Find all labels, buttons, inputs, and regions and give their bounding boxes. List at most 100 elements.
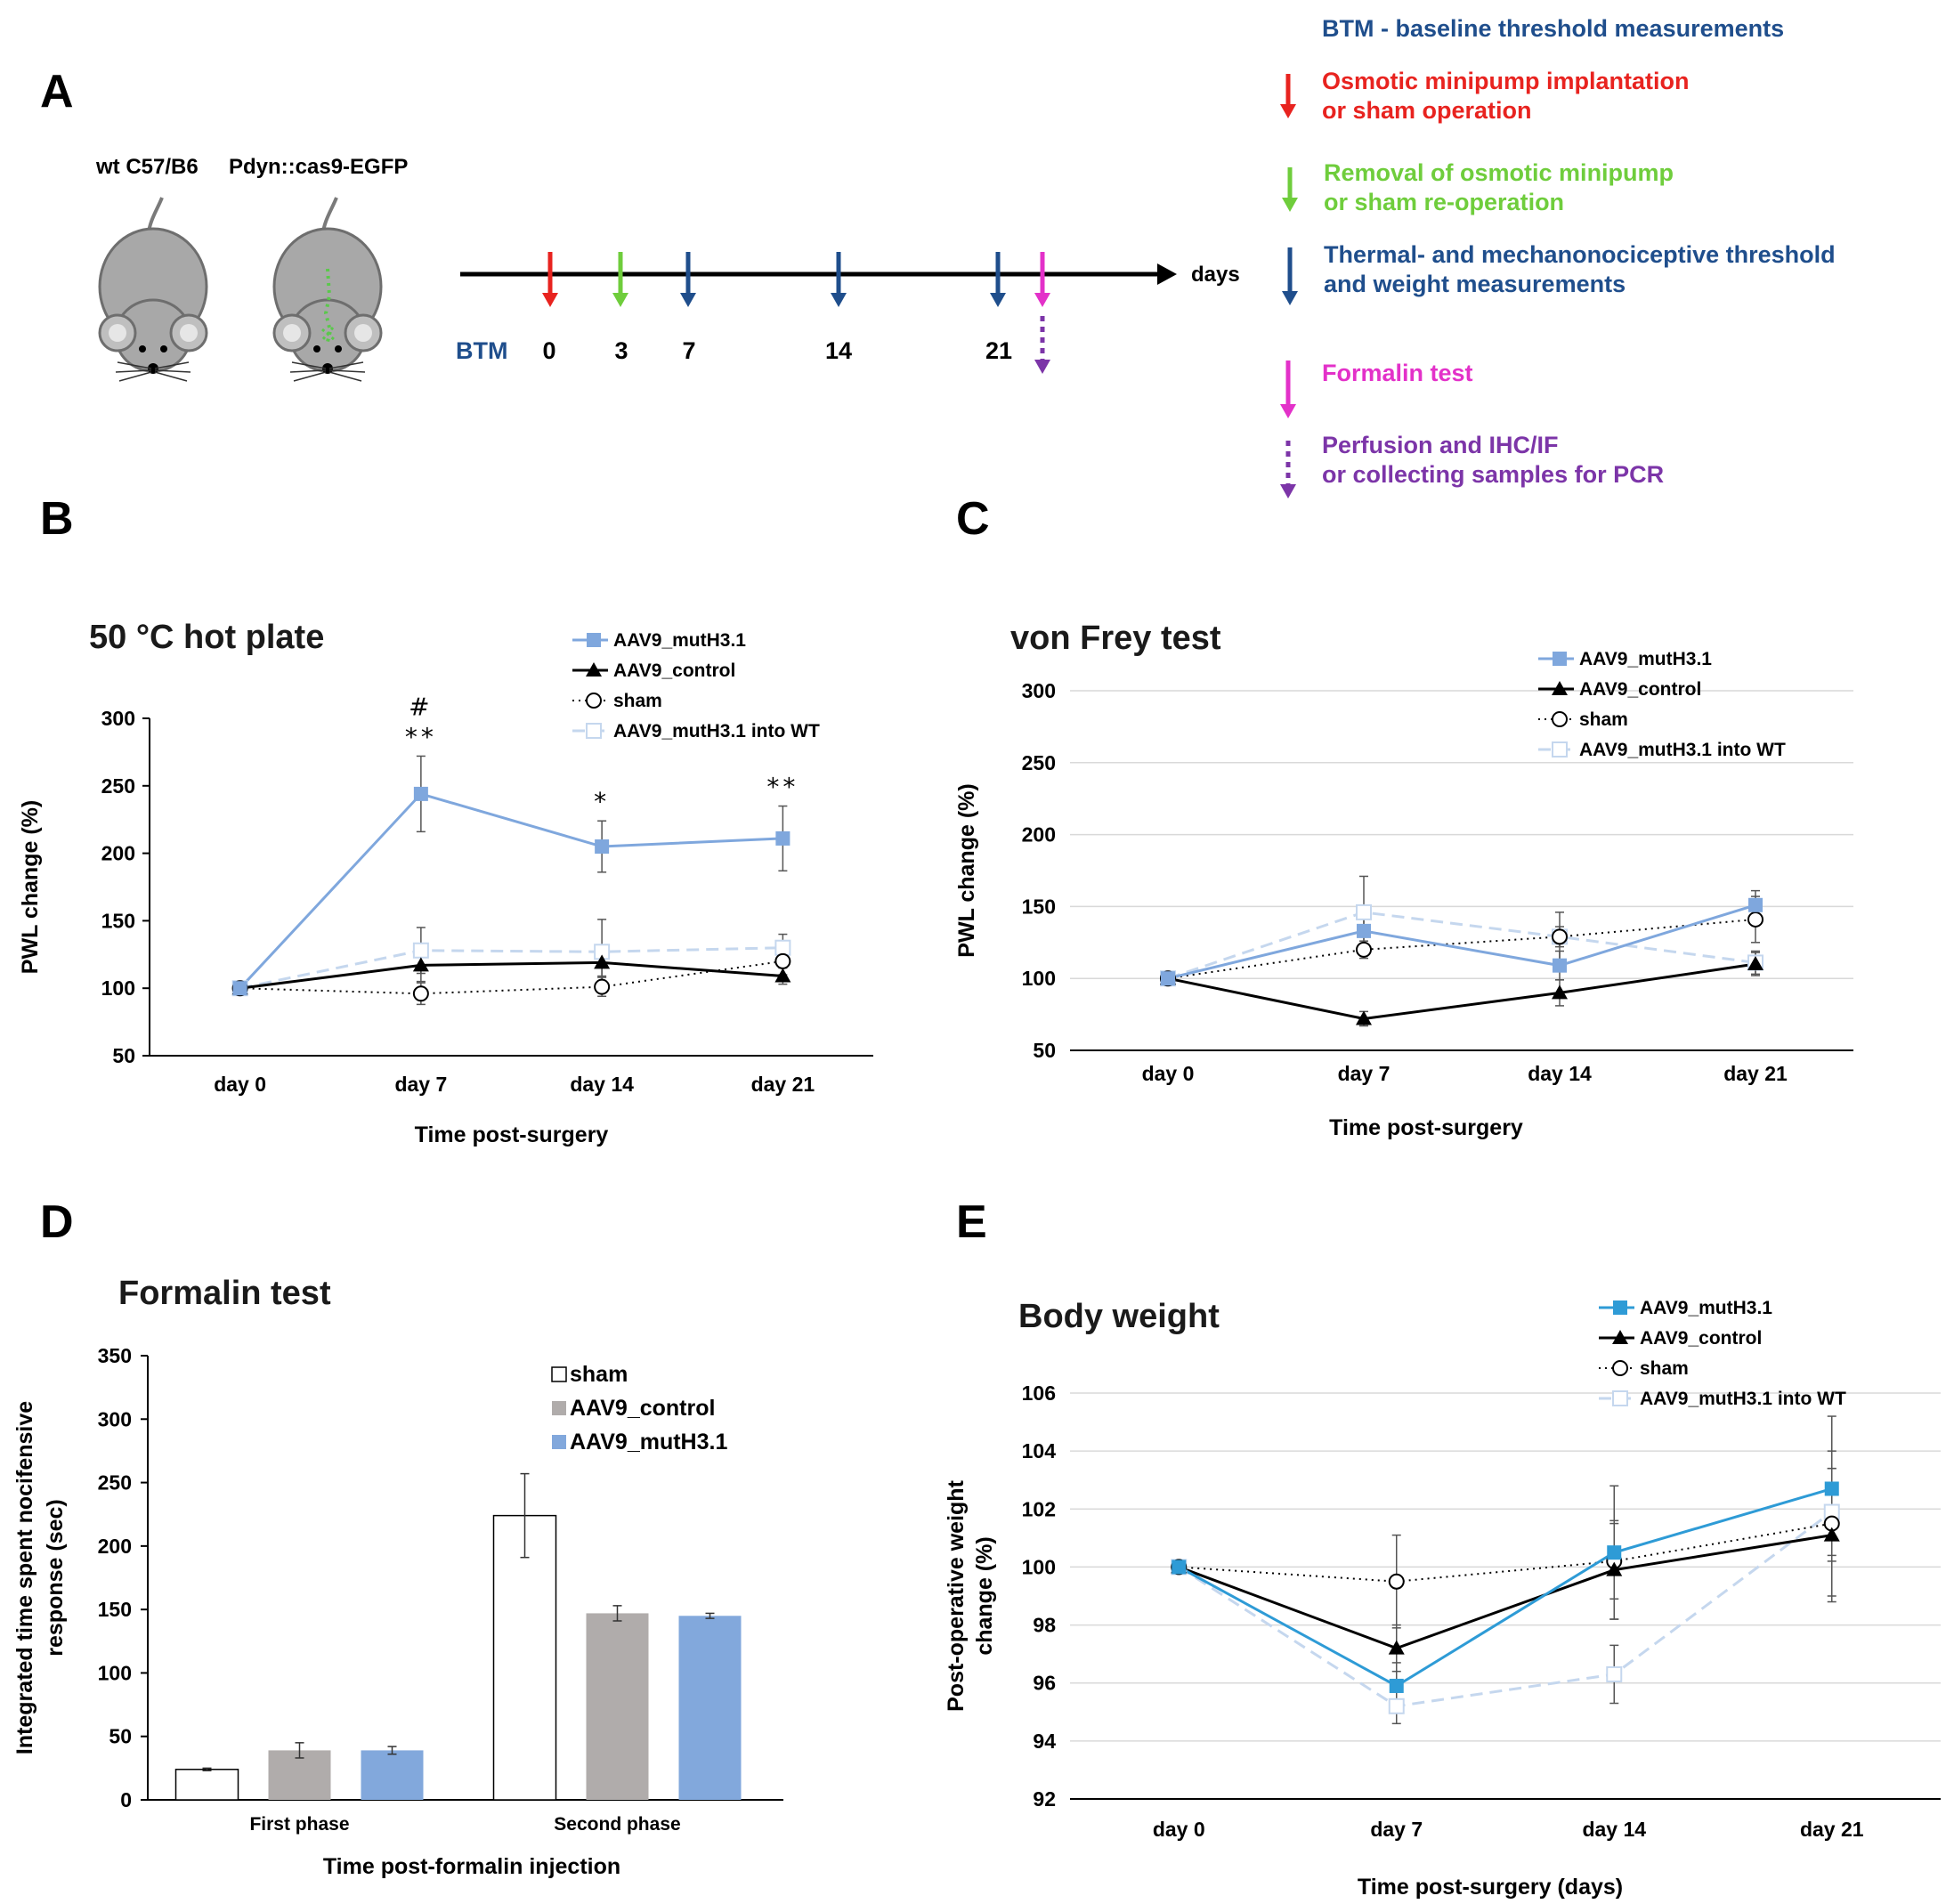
chart-title: Body weight [1018,1298,1220,1335]
series-line-mut [1178,1487,1833,1688]
protocol-legend: BTM - baseline threshold measurements Os… [1280,15,1836,498]
data-point-mut [1161,971,1175,986]
x-axis-label: Time post-surgery [1329,1115,1523,1140]
legend-blue-line1: Thermal- and mechanonociceptive threshol… [1324,241,1836,268]
data-point-control [1747,956,1763,971]
timeline-day-labels: 0 3 7 14 21 [542,337,1012,364]
data-point-sham [774,952,791,969]
data-point-control [1823,1527,1840,1542]
series-line-control [1178,1534,1832,1650]
data-point-sham [594,978,611,995]
timeline-day-label: 3 [614,337,628,364]
legend-blue-line2: and weight measurements [1324,271,1626,297]
legend-marker-sham [586,693,602,709]
y-axis-label-line1: Post-operative weight [944,1479,969,1711]
legend-red-arrow [1280,74,1296,118]
strain-label-wt: wt C57/B6 [95,155,199,179]
legend-marker-mut-wt [1552,741,1568,758]
legend-marker-mut [1553,652,1567,666]
timeline-purple-dotted-arrow-icon [1034,316,1050,374]
panel-letter: C [956,493,990,545]
series-line-mut-wt [1178,1511,1833,1708]
legend-label: AAV9_mutH3.1 into WT [1640,1389,1846,1409]
error-bar [612,1605,622,1622]
y-tick-label: 300 [1022,679,1056,702]
data-point-mut-wt [412,942,429,959]
timeline-blue-arrow-day21-icon-head [990,293,1006,307]
legend-label: AAV9_mutH3.1 into WT [613,721,820,741]
timeline-pink-arrow-icon-head [1034,293,1050,307]
significance-marker: # [409,692,433,721]
timeline-days-label: days [1191,263,1240,287]
x-tick-label: day 0 [1153,1818,1205,1841]
timeline-blue-arrow-day7-icon-head [680,293,696,307]
timeline-green-arrow-icon-head [612,293,628,307]
data-point-sham [1747,911,1763,928]
data-point-control [1606,1561,1623,1576]
legend-blue-arrow-icon [1282,247,1298,305]
y-tick-label: 100 [101,976,135,1000]
legend-item: sham [1538,709,1628,730]
legend-marker-mut [587,633,601,647]
bar-control [586,1613,649,1800]
y-tick-label: 150 [1022,895,1056,918]
x-tick-label: First phase [249,1814,349,1835]
legend-swatch-control [552,1401,566,1415]
y-axis-label: Integrated time spent nocifensive respons… [12,1401,68,1754]
legend-item: AAV9_mutH3.1 into WT [1538,740,1786,760]
x-axis-label: Time post-formalin injection [323,1854,620,1879]
y-tick-label: 92 [1033,1787,1056,1811]
timeline-day-label: 0 [542,337,555,364]
legend-blue-arrow-head [1282,291,1298,305]
y-tick-label: 104 [1022,1439,1057,1462]
legend-purple-line2: or collecting samples for PCR [1322,461,1664,488]
timeline-blue-arrow-day14-icon [831,252,847,307]
panel-letter-a: A [40,66,74,117]
y-tick-label: 98 [1033,1614,1056,1637]
data-point-mut-wt [774,939,791,956]
data-point-mut [1748,897,1763,912]
chart-title: Formalin test [118,1275,331,1312]
data-point-mut [413,786,428,801]
series-line-sham [1179,1522,1832,1583]
series-line-mut-wt [1167,911,1756,980]
legend-green-arrow-icon [1282,167,1298,212]
x-tick-label: day 7 [394,1073,447,1096]
data-point-mut-wt [1606,1665,1623,1682]
legend-btm: BTM - baseline threshold measurements [1322,15,1784,42]
timeline-blue-arrow-day7-icon [680,252,696,307]
y-tick-label: 0 [120,1788,132,1811]
legend-marker-sham [1612,1360,1628,1376]
legend-marker-mut [1613,1300,1627,1315]
y-tick-label: 50 [1033,1039,1056,1062]
y-tick-label: 94 [1033,1730,1056,1753]
series-line-control [239,960,783,990]
data-point-mut [1357,923,1371,938]
legend-label: AAV9_mutH3.1 [1579,649,1712,669]
legend-red-line2: or sham operation [1322,97,1532,124]
panel-e-body-weight-chart: E Body weight 92 94 96 98 100 102 104 106 day 0 day… [944,1196,1941,1900]
legend-red-line1: Osmotic minipump implantation [1322,68,1690,94]
data-point-sham [1552,928,1568,945]
x-tick-label: day 21 [1723,1062,1788,1085]
y-tick-label: 350 [98,1344,132,1367]
legend-label: sham [613,691,662,711]
y-tick-label: 100 [1022,1555,1056,1578]
legend-item: AAV9_mutH3.1 [1538,649,1712,669]
legend-pink-arrow-icon [1280,361,1296,418]
legend-item: AAV9_mutH3.1 [572,630,746,651]
data-point-mut [1389,1678,1404,1693]
legend-swatch-sham [551,1366,567,1382]
legend-green-line1: Removal of osmotic minipump [1324,159,1674,186]
legend-pink-arrow [1280,361,1296,418]
legend-green-line2: or sham re-operation [1324,189,1564,215]
legend-green-arrow-head [1282,198,1298,212]
y-tick-label: 250 [98,1471,132,1495]
error-bar [705,1612,715,1619]
legend-purple-line1: Perfusion and IHC/IF [1322,432,1559,458]
timeline-green-arrow-icon [612,252,628,307]
legend-marker-control [586,662,602,677]
legend-item: sham [572,691,662,711]
data-point-mut [1553,958,1567,973]
